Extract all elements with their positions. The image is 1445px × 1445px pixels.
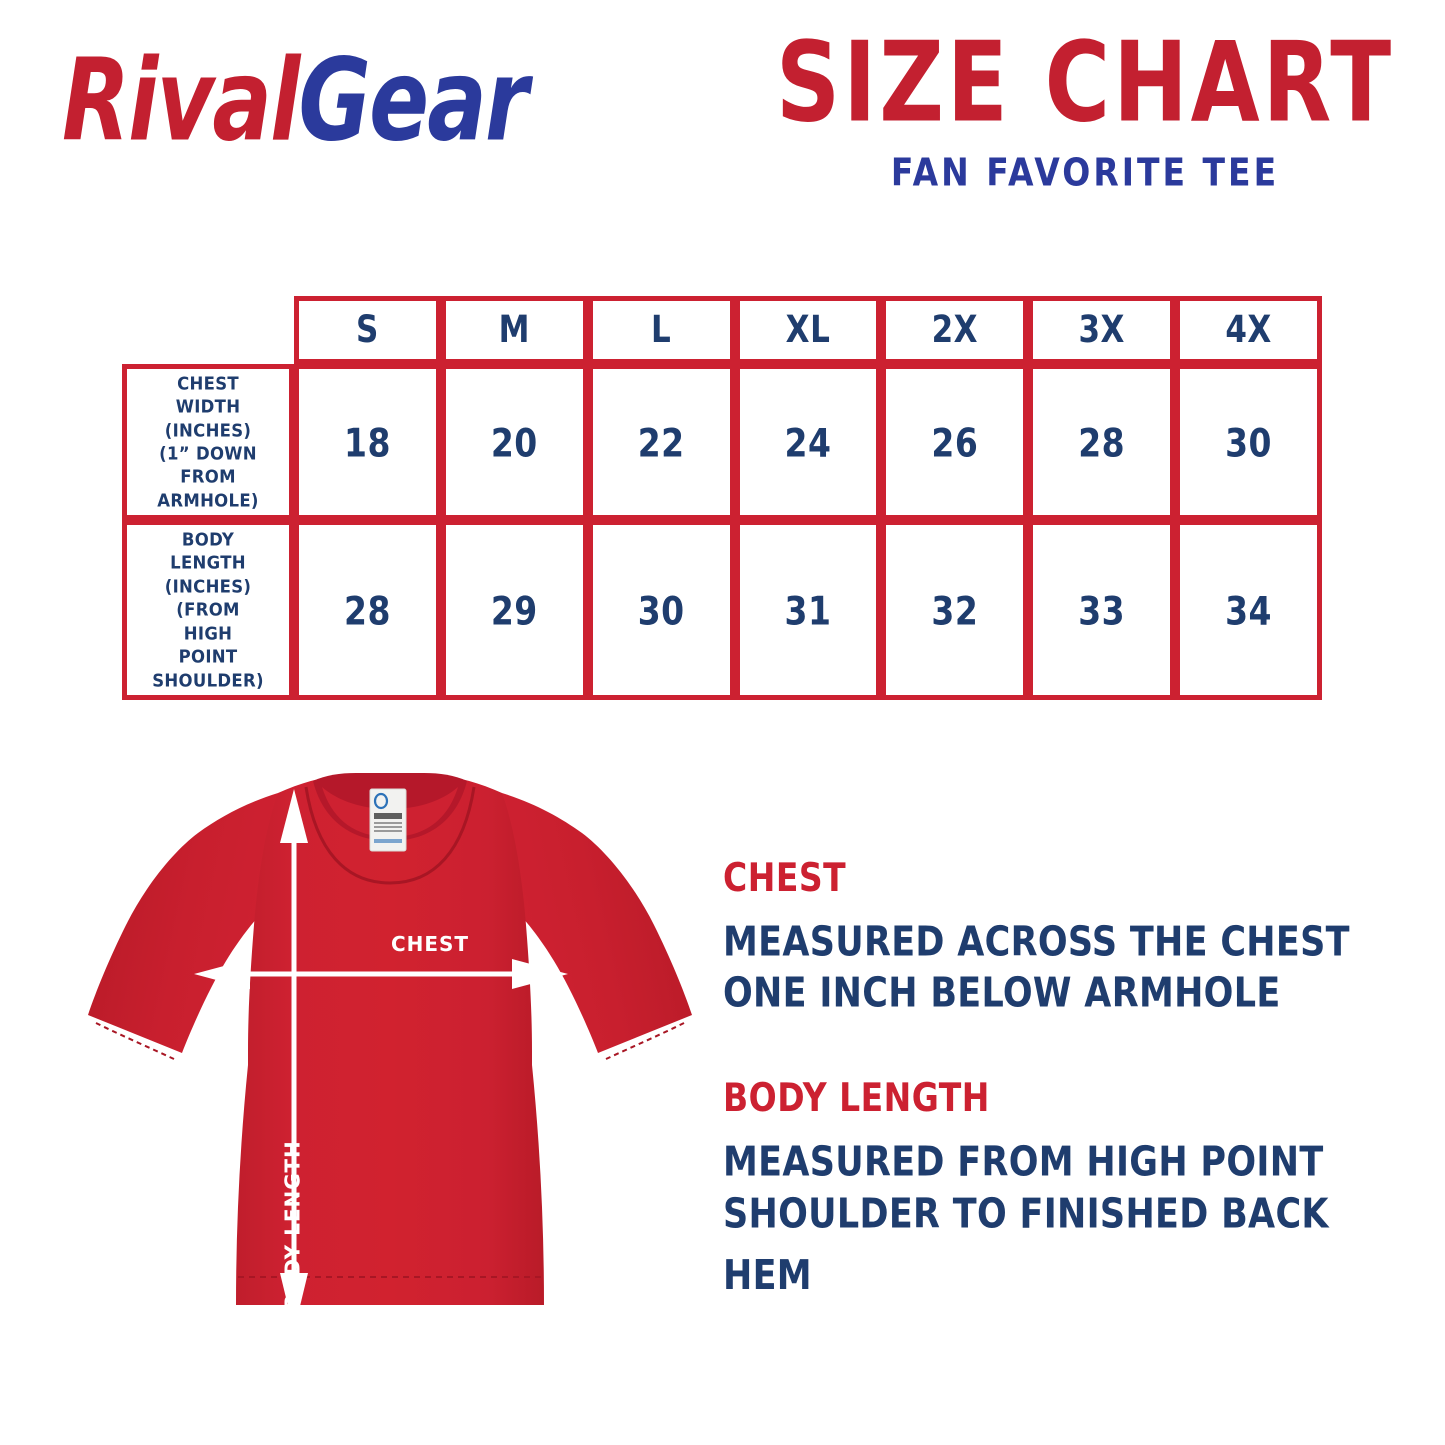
cell-value: 24 <box>784 418 832 466</box>
tshirt-diagram: BODY LENGTH CHEST <box>88 773 692 1331</box>
brand-logo-gear: Gear <box>298 34 529 167</box>
description-body-length-line-1: MEASURED FROM HIGH POINT <box>723 1138 1324 1186</box>
tshirt-illustration: BODY LENGTH CHEST <box>70 765 710 1335</box>
size-chart-table: S M L XL 2X 3X 4X CHEST WIDTH (INCHES) (… <box>122 296 1322 700</box>
arrow-head-right <box>512 959 568 989</box>
description-body-length: BODY LENGTH MEASURED FROM HIGH POINT SHO… <box>723 1074 1383 1298</box>
cell-value: 30 <box>1225 418 1273 466</box>
row-label-line: (FROM <box>176 599 240 621</box>
cell-chest-4x: 30 <box>1175 364 1322 520</box>
description-chest-heading: CHEST <box>723 854 847 901</box>
column-header-s-label: S <box>356 308 379 352</box>
column-header-s: S <box>294 296 441 364</box>
column-header-3x-label: 3X <box>1078 308 1125 352</box>
cell-body-m: 29 <box>440 520 588 700</box>
tshirt-sleeve-left <box>88 793 278 1053</box>
row-label-line: (INCHES) <box>164 575 252 597</box>
cell-chest-xl: 24 <box>734 364 882 520</box>
cell-body-3x: 33 <box>1028 520 1176 700</box>
cell-chest-3x: 28 <box>1028 364 1176 520</box>
tshirt-shape <box>88 773 692 1305</box>
cell-value: 34 <box>1225 586 1273 634</box>
table-corner-cell <box>122 296 295 364</box>
page-title: SIZE CHART <box>775 18 1395 147</box>
cell-value: 20 <box>490 418 538 466</box>
row-label-line: (1” DOWN <box>159 443 257 464</box>
cell-value: 22 <box>637 418 685 466</box>
cell-body-xl: 31 <box>734 520 882 700</box>
body-length-arrow-label: BODY LENGTH <box>281 1140 305 1309</box>
row-label-line: HIGH <box>183 622 233 644</box>
cell-value: 18 <box>344 418 391 466</box>
cell-value: 26 <box>931 418 979 466</box>
row-label-line: POINT <box>178 646 238 668</box>
arrow-head-left <box>194 959 250 989</box>
column-header-2x: 2X <box>881 296 1029 364</box>
table-row: CHEST WIDTH (INCHES) (1” DOWN FROM ARMHO… <box>122 364 1322 520</box>
page-header: RivalGear SIZE CHART FAN FAVORITE TEE <box>0 0 1445 230</box>
cell-value: 31 <box>784 586 832 634</box>
brand-logo-rival: Rival <box>62 34 300 167</box>
title-block: SIZE CHART FAN FAVORITE TEE <box>760 18 1410 195</box>
chest-arrow: CHEST <box>194 932 568 989</box>
body-length-arrow: BODY LENGTH <box>280 789 308 1331</box>
column-header-m-label: M <box>498 308 530 352</box>
row-label-line: LENGTH <box>170 552 246 574</box>
row-label-line: ARMHOLE) <box>157 489 259 511</box>
page-subtitle: FAN FAVORITE TEE <box>890 150 1280 195</box>
cell-chest-2x: 26 <box>881 364 1029 520</box>
row-label-line: SHOULDER) <box>152 669 264 691</box>
cell-chest-m: 20 <box>440 364 588 520</box>
column-header-m: M <box>440 296 588 364</box>
row-label-chest-width: CHEST WIDTH (INCHES) (1” DOWN FROM ARMHO… <box>122 364 295 520</box>
arrow-head-down <box>280 1273 308 1331</box>
cell-body-l: 30 <box>587 520 735 700</box>
description-body-length-heading: BODY LENGTH <box>723 1074 990 1121</box>
table-header-row: S M L XL 2X 3X 4X <box>122 296 1322 364</box>
row-label-line: FROM <box>180 466 236 488</box>
column-header-xl: XL <box>734 296 882 364</box>
cell-body-s: 28 <box>294 520 441 700</box>
cell-value: 28 <box>1078 418 1126 466</box>
column-header-3x: 3X <box>1028 296 1176 364</box>
cell-body-2x: 32 <box>881 520 1029 700</box>
column-header-4x: 4X <box>1175 296 1322 364</box>
column-header-4x-label: 4X <box>1225 308 1272 352</box>
sleeve-hem-left <box>95 1022 175 1060</box>
description-chest-line-1: MEASURED ACROSS THE CHEST <box>723 918 1350 966</box>
column-header-l-label: L <box>651 308 672 352</box>
brand-logo: RivalGear <box>62 44 529 157</box>
sleeve-hem-right <box>605 1022 685 1060</box>
cell-value: 28 <box>344 586 391 634</box>
tshirt-neck-opening <box>304 786 476 885</box>
cell-chest-s: 18 <box>294 364 441 520</box>
row-label-line: BODY <box>181 529 235 550</box>
row-label-line: CHEST <box>177 372 239 394</box>
cell-body-4x: 34 <box>1175 520 1322 700</box>
table-row: BODY LENGTH (INCHES) (FROM HIGH POINT SH… <box>122 520 1322 700</box>
measurement-descriptions: CHEST MEASURED ACROSS THE CHEST ONE INCH… <box>723 854 1383 1350</box>
column-header-2x-label: 2X <box>931 308 979 352</box>
chest-arrow-label: CHEST <box>391 932 469 956</box>
description-chest-line-2: ONE INCH BELOW ARMHOLE <box>723 970 1281 1018</box>
row-label-line: WIDTH <box>175 396 241 418</box>
cell-value: 32 <box>931 586 979 634</box>
tshirt-sleeve-right <box>502 793 692 1053</box>
neck-tag <box>369 788 407 852</box>
row-label-line: (INCHES) <box>164 419 252 441</box>
description-chest: CHEST MEASURED ACROSS THE CHEST ONE INCH… <box>723 854 1383 1017</box>
size-table-container: S M L XL 2X 3X 4X CHEST WIDTH (INCHES) (… <box>122 296 1322 700</box>
cell-value: 30 <box>637 586 685 634</box>
column-header-l: L <box>587 296 735 364</box>
description-body-length-line-2: SHOULDER TO FINISHED BACK HEM <box>723 1190 1329 1299</box>
cell-value: 29 <box>490 586 538 634</box>
cell-value: 33 <box>1078 586 1126 634</box>
arrow-head-up <box>280 789 308 843</box>
cell-chest-l: 22 <box>587 364 735 520</box>
row-label-body-length: BODY LENGTH (INCHES) (FROM HIGH POINT SH… <box>122 520 295 700</box>
tshirt-body <box>236 775 544 1305</box>
column-header-xl-label: XL <box>785 308 831 352</box>
